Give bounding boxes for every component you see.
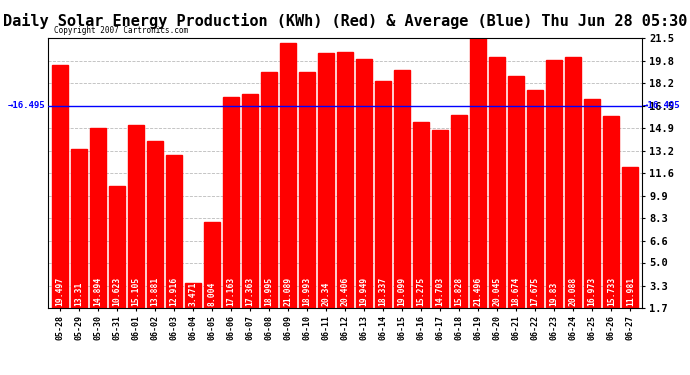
Text: 15.105: 15.105 — [131, 277, 140, 306]
Text: 20.34: 20.34 — [322, 282, 331, 306]
Text: 15.733: 15.733 — [607, 277, 615, 306]
Bar — [70, 149, 87, 308]
Text: 20.045: 20.045 — [493, 277, 502, 306]
Bar — [318, 53, 334, 307]
Bar — [204, 222, 220, 308]
Bar — [489, 57, 505, 308]
Bar — [241, 94, 258, 308]
Bar — [432, 130, 448, 308]
Bar — [622, 167, 638, 308]
Text: 19.949: 19.949 — [359, 277, 368, 306]
Text: 11.981: 11.981 — [626, 277, 635, 306]
Bar — [584, 99, 600, 308]
Bar — [147, 141, 163, 308]
Text: 19.099: 19.099 — [397, 277, 406, 306]
Bar — [527, 90, 543, 308]
Text: 19.83: 19.83 — [550, 282, 559, 306]
Text: 12.916: 12.916 — [169, 277, 178, 306]
Text: 18.337: 18.337 — [379, 277, 388, 306]
Bar — [109, 186, 125, 308]
Text: →16.495: →16.495 — [8, 101, 46, 110]
Bar — [166, 154, 182, 308]
Bar — [223, 97, 239, 308]
Bar — [52, 65, 68, 308]
Bar — [128, 125, 144, 308]
Bar — [299, 72, 315, 308]
Text: 10.623: 10.623 — [112, 277, 121, 306]
Bar — [470, 38, 486, 308]
Text: 16.973: 16.973 — [588, 277, 597, 306]
Text: 21.496: 21.496 — [473, 277, 482, 306]
Text: Daily Solar Energy Production (KWh) (Red) & Average (Blue) Thu Jun 28 05:30: Daily Solar Energy Production (KWh) (Red… — [3, 13, 687, 29]
Bar — [451, 115, 467, 308]
Text: 3.471: 3.471 — [188, 282, 197, 306]
Text: Copyright 2007 Cartronics.com: Copyright 2007 Cartronics.com — [55, 26, 188, 35]
Text: 15.275: 15.275 — [417, 277, 426, 306]
Bar — [261, 72, 277, 308]
Text: 18.995: 18.995 — [264, 277, 273, 306]
Text: 19.497: 19.497 — [55, 277, 64, 306]
Text: 20.406: 20.406 — [340, 277, 350, 306]
Bar — [565, 57, 581, 308]
Text: 8.004: 8.004 — [208, 282, 217, 306]
Text: 13.881: 13.881 — [150, 277, 159, 306]
Text: 21.089: 21.089 — [284, 277, 293, 306]
Text: 14.703: 14.703 — [435, 277, 444, 306]
Bar — [280, 43, 296, 308]
Text: →16.495: →16.495 — [642, 101, 680, 110]
Bar — [413, 122, 429, 308]
Text: 13.31: 13.31 — [75, 282, 83, 306]
Bar — [90, 128, 106, 308]
Bar — [337, 53, 353, 308]
Bar — [603, 116, 620, 308]
Text: 17.363: 17.363 — [246, 277, 255, 306]
Text: 14.894: 14.894 — [93, 277, 102, 306]
Text: 18.674: 18.674 — [512, 277, 521, 306]
Bar — [394, 70, 410, 308]
Text: 18.993: 18.993 — [302, 277, 311, 306]
Text: 20.088: 20.088 — [569, 277, 578, 306]
Bar — [185, 284, 201, 308]
Text: 17.675: 17.675 — [531, 277, 540, 306]
Text: 15.828: 15.828 — [455, 277, 464, 306]
Bar — [375, 81, 391, 308]
Text: 17.163: 17.163 — [226, 277, 235, 306]
Bar — [356, 58, 372, 308]
Bar — [508, 76, 524, 308]
Bar — [546, 60, 562, 308]
